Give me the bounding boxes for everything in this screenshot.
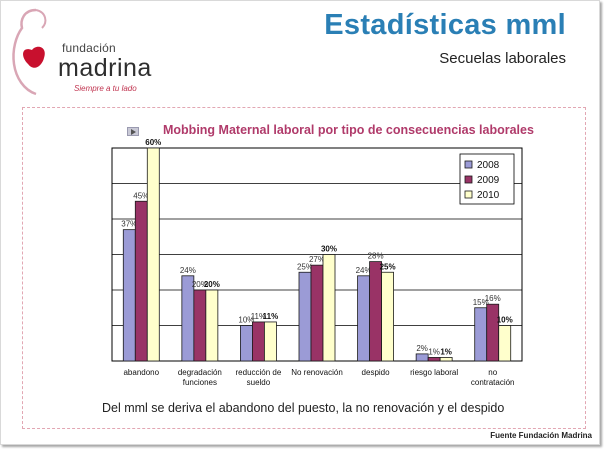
bar-value-label-2008: 24%	[356, 266, 372, 275]
legend-label-2008: 2008	[477, 160, 500, 171]
bar-2008	[474, 307, 488, 362]
source-note: Fuente Fundación Madrina	[490, 431, 592, 440]
bar-value-label-2010: 30%	[321, 245, 337, 254]
bar-2009	[427, 357, 441, 362]
page-subtitle: Secuelas laborales	[439, 50, 566, 67]
category-label: sueldo	[247, 378, 271, 387]
bar-2010	[381, 271, 394, 362]
bar-value-label-2009: 20%	[192, 280, 208, 289]
bar-value-label-2009: 11%	[251, 312, 266, 321]
bar-value-label-2010: 10%	[497, 316, 513, 325]
bar-2010	[439, 357, 453, 362]
category-label: degradación	[178, 368, 222, 377]
bar-2009	[252, 321, 265, 362]
bar-value-label-2010: 25%	[380, 262, 396, 271]
logo-fundacion-text: fundación	[62, 41, 116, 55]
bar-value-label-2009: 27%	[309, 255, 325, 264]
bar-2009	[486, 303, 500, 362]
bar-2009	[369, 261, 382, 362]
category-label: funciones	[183, 378, 217, 387]
bar-value-label-2010: 11%	[263, 312, 279, 321]
category-label: No renovación	[291, 368, 343, 377]
bar-value-label-2008: 2%	[416, 344, 428, 353]
mother-silhouette-icon	[12, 8, 47, 96]
legend-swatch-2010	[464, 190, 473, 199]
legend-label-2009: 2009	[477, 175, 500, 186]
page-title: Estadísticas mml	[324, 9, 566, 41]
category-label: despido	[362, 368, 391, 377]
bar-2009	[193, 289, 207, 362]
category-label: abandono	[123, 368, 159, 377]
logo-madrina-text: madrina	[58, 54, 152, 82]
bar-value-label-2008: 24%	[180, 266, 196, 275]
fundacion-madrina-logo: fundación madrina Siempre a tu lado	[6, 6, 156, 98]
bar-2009	[310, 264, 324, 362]
category-label: reducción de	[236, 368, 282, 377]
bar-value-label-2009: 1%	[428, 347, 440, 356]
bar-2010	[146, 147, 160, 362]
bar-2008	[240, 325, 253, 362]
bar-value-label-2009: 16%	[485, 294, 501, 303]
legend-swatch-2009	[464, 175, 473, 184]
logo-tagline: Siempre a tu lado	[74, 84, 137, 93]
bar-value-label-2009: 28%	[368, 252, 384, 261]
bar-2008	[357, 275, 370, 362]
category-label: no	[488, 368, 497, 377]
bar-2010	[322, 254, 336, 362]
bar-value-label-2008: 10%	[238, 316, 254, 325]
bar-value-label-2008: 37%	[121, 220, 137, 229]
bar-2008	[415, 353, 429, 362]
bar-2009	[134, 200, 148, 362]
legend-label-2010: 2010	[477, 190, 500, 201]
bar-2008	[122, 229, 136, 362]
category-label: riesgo laboral	[410, 368, 458, 377]
bar-value-label-2010: 60%	[145, 138, 161, 147]
bar-2010	[498, 325, 512, 362]
play-arrow-icon[interactable]	[127, 127, 139, 136]
bar-2010	[205, 289, 219, 362]
bar-2008	[298, 271, 312, 362]
bar-value-label-2008: 15%	[473, 298, 489, 307]
category-label: contratación	[471, 378, 515, 387]
chart-panel	[22, 107, 586, 429]
chart-title: Mobbing Maternal laboral por tipo de con…	[163, 123, 534, 137]
bar-value-label-2008: 25%	[297, 262, 313, 271]
legend-swatch-2008	[464, 160, 473, 169]
bar-2010	[264, 321, 277, 362]
bar-value-label-2009: 45%	[133, 191, 149, 200]
bar-value-label-2010: 20%	[204, 280, 220, 289]
bar-value-label-2010: 1%	[440, 347, 452, 356]
chart-caption: Del mml se deriva el abandono del puesto…	[102, 401, 505, 415]
